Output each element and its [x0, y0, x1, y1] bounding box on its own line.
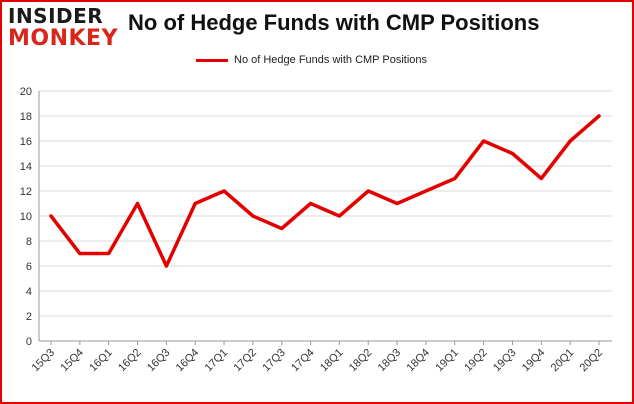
logo-line-2: MONKEY: [8, 26, 119, 51]
y-tick-label: 2: [26, 311, 32, 323]
chart-title: No of Hedge Funds with CMP Positions: [128, 10, 540, 35]
x-tick-label: 15Q4: [58, 347, 86, 375]
y-tick-label: 0: [26, 336, 32, 348]
y-tick-label: 8: [26, 236, 32, 248]
data-point: [280, 227, 284, 230]
x-tick-label: 17Q4: [289, 347, 317, 375]
chart-legend: No of Hedge Funds with CMP Positions: [196, 54, 427, 66]
data-point: [78, 252, 82, 255]
data-point: [568, 139, 572, 143]
x-tick-label: 16Q2: [116, 347, 144, 375]
y-tick-label: 18: [20, 111, 32, 123]
x-tick-label: 15Q3: [30, 347, 58, 375]
x-tick-label: 18Q3: [376, 347, 404, 375]
legend-swatch: [196, 58, 228, 62]
x-tick-label: 19Q1: [433, 347, 461, 375]
x-tick-label: 20Q2: [578, 347, 606, 375]
x-tick-label: 19Q3: [491, 347, 519, 375]
data-point: [366, 189, 370, 193]
data-point: [539, 177, 543, 180]
data-point: [309, 202, 313, 205]
y-tick-label: 6: [26, 261, 32, 273]
data-point: [395, 202, 399, 205]
data-point: [49, 214, 53, 218]
x-tick-label: 16Q1: [87, 347, 115, 375]
data-point: [597, 114, 601, 118]
x-tick-label: 18Q2: [347, 347, 375, 375]
x-tick-label: 17Q3: [260, 347, 288, 375]
data-point: [107, 252, 111, 255]
data-point: [222, 189, 226, 193]
x-tick-label: 19Q4: [520, 347, 548, 375]
x-tick-label: 18Q1: [318, 347, 346, 375]
x-tick-label: 18Q4: [405, 347, 433, 375]
data-point: [337, 214, 341, 218]
series-line: [49, 114, 601, 268]
x-tick-label: 17Q1: [203, 347, 231, 375]
x-tick-label: 19Q2: [462, 347, 490, 375]
data-point: [482, 139, 486, 143]
y-tick-label: 10: [20, 211, 32, 223]
data-point: [193, 202, 197, 205]
y-tick-label: 12: [20, 186, 32, 198]
y-tick-label: 16: [20, 136, 32, 148]
data-point: [251, 214, 255, 218]
insider-monkey-logo: INSIDER MONKEY: [6, 4, 118, 52]
data-point: [136, 202, 140, 205]
data-point: [510, 152, 514, 155]
x-tick-label: 20Q1: [549, 347, 577, 375]
logo-line-1: INSIDER: [8, 4, 104, 28]
x-tick-label: 16Q3: [145, 347, 173, 375]
data-point: [424, 189, 428, 193]
data-point: [164, 264, 168, 268]
data-point: [453, 177, 457, 180]
y-tick-label: 4: [26, 286, 32, 298]
y-tick-label: 20: [20, 86, 32, 98]
legend-label: No of Hedge Funds with CMP Positions: [234, 54, 427, 66]
y-tick-label: 14: [20, 161, 32, 173]
x-tick-label: 17Q2: [231, 347, 259, 375]
x-tick-label: 16Q4: [174, 347, 202, 375]
